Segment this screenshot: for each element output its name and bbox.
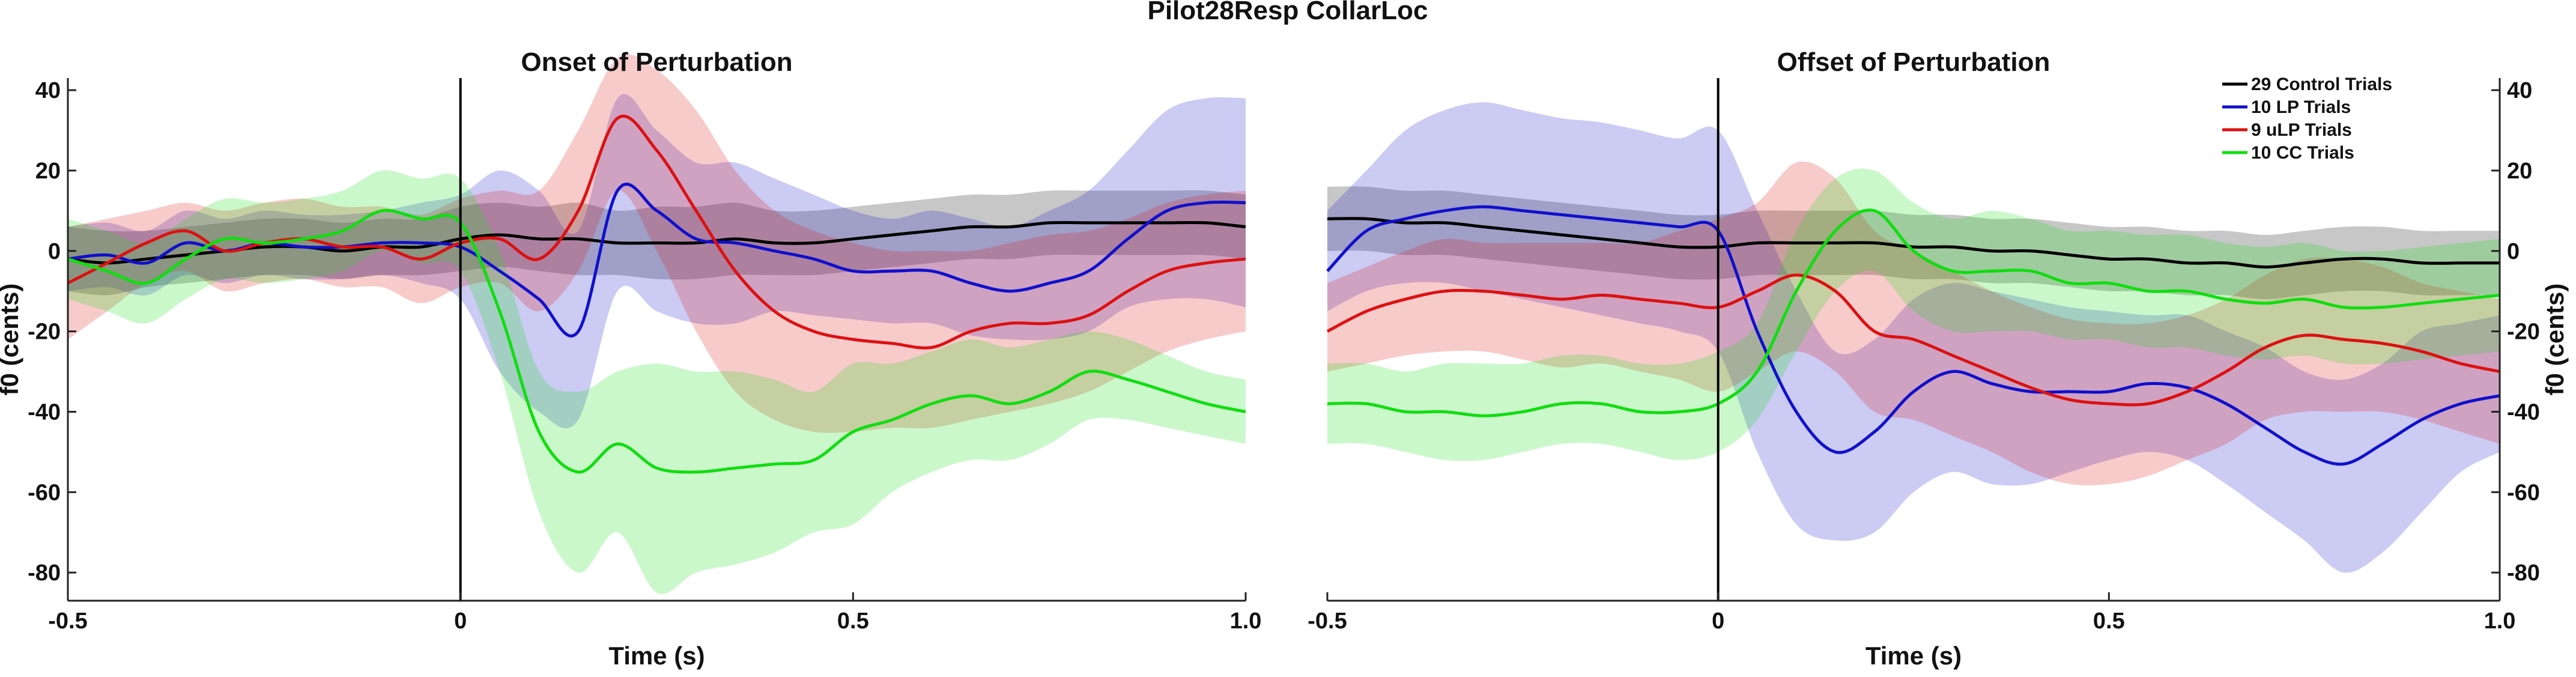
- x-axis-label: Time (s): [1865, 642, 1962, 670]
- series-line-0: [67, 220, 1246, 265]
- y-tick-label: -60: [28, 480, 61, 505]
- figure-title: Pilot28Resp CollarLoc: [1147, 0, 1428, 25]
- y-tick-label: -20: [28, 320, 61, 345]
- confidence-band-3: [1327, 168, 2500, 461]
- legend: 29 Control Trials 10 LP Trials 9 uLP Trial…: [2222, 74, 2392, 163]
- series-line-1: [1326, 205, 2500, 466]
- x-tick-label: -0.5: [1308, 609, 1347, 634]
- panel-onset: -0.5 0 0.5 1.0 40 20 0 -20 -40 -60 -80 Time (s) f0 (…: [0, 47, 1261, 670]
- x-tick-label: -0.5: [48, 609, 87, 634]
- series-line-3: [1327, 208, 2500, 417]
- confidence-band-1: [68, 94, 1246, 429]
- panel-title: Offset of Perturbation: [1777, 47, 2050, 77]
- legend-entry: 9 uLP Trials: [2251, 120, 2352, 140]
- y-tick-label: 20: [2507, 159, 2532, 184]
- y-tick-label: 40: [2507, 78, 2532, 103]
- y-tick-label: 0: [2507, 239, 2520, 264]
- series-line-2: [1326, 273, 2500, 407]
- x-axis-label: Time (s): [608, 642, 705, 670]
- y-tick-label: -40: [28, 399, 61, 425]
- x-tick-label: 0: [1712, 609, 1724, 634]
- confidence-band-2: [1327, 161, 2500, 486]
- y-tick-label: -20: [2507, 320, 2540, 345]
- legend-entry: 29 Control Trials: [2251, 74, 2392, 94]
- x-tick-label: 0: [454, 609, 467, 634]
- x-tick-label: 0.5: [837, 609, 869, 634]
- y-tick-label: -80: [28, 560, 61, 586]
- y-tick-label: 0: [48, 239, 61, 264]
- x-tick-label: 1.0: [1230, 609, 1262, 634]
- y-axis-label: f0 (cents): [2541, 284, 2569, 396]
- y-tick-label: -40: [2507, 399, 2540, 425]
- panel-offset: -0.5 0 0.5 1.0 40 20 0 -20 -40 -60 -80 Time (s) f0 (…: [1308, 47, 2569, 670]
- panel-title: Onset of Perturbation: [521, 47, 792, 77]
- y-tick-label: 40: [35, 78, 61, 103]
- x-tick-label: 0.5: [2093, 609, 2125, 634]
- legend-entry: 10 CC Trials: [2251, 143, 2354, 163]
- series-line-0: [1327, 217, 2500, 269]
- legend-entry: 10 LP Trials: [2251, 97, 2351, 117]
- y-tick-label: -60: [2507, 480, 2540, 505]
- y-tick-label: -80: [2507, 560, 2540, 586]
- series-line-3: [67, 208, 1246, 474]
- confidence-band-0: [1327, 186, 2500, 300]
- x-tick-label: 1.0: [2484, 609, 2516, 634]
- y-axis-label: f0 (cents): [0, 284, 23, 396]
- y-tick-label: 20: [35, 159, 61, 184]
- confidence-band-3: [68, 170, 1246, 594]
